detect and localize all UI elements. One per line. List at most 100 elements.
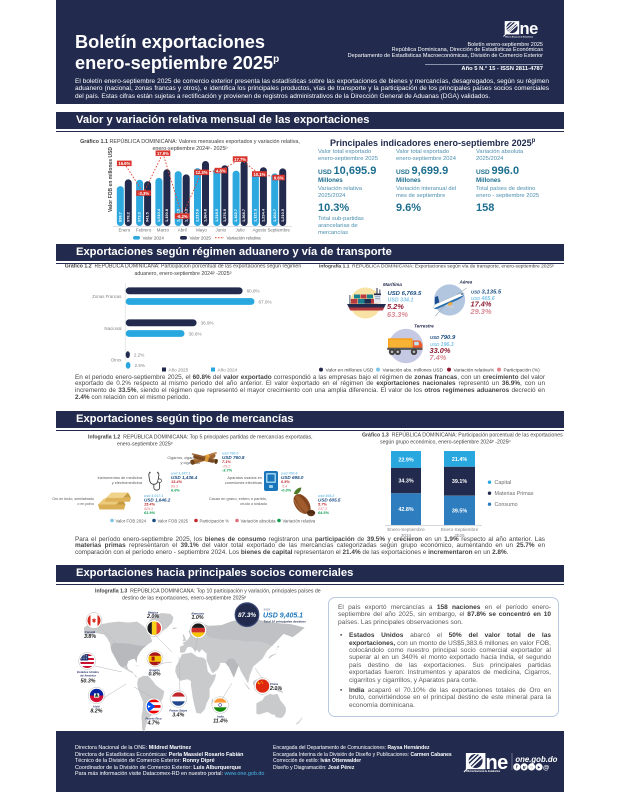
svg-text:1,104.7: 1,104.7 [272, 209, 277, 222]
svg-text:Abril: Abril [178, 228, 187, 233]
svg-text:Variación absoluta: Variación absoluta [241, 518, 277, 523]
svg-text:Total 10 principales destinos: Total 10 principales destinos [264, 619, 307, 623]
svg-text:Enero-Septiembre: Enero-Septiembre [387, 527, 425, 532]
svg-text:Estados Unidos: Estados Unidos [77, 670, 99, 674]
svg-text:usd 368.2: usd 368.2 [318, 494, 334, 498]
svg-text:𝒖: 𝒖 [523, 765, 526, 770]
svg-text:Capital: Capital [495, 480, 512, 486]
svg-text:según grupo económico, enero-s: según grupo económico, enero-septiembre … [380, 440, 511, 446]
svg-text:Canadá: Canadá [85, 630, 96, 634]
svg-text:Variación abs. millones USD: Variación abs. millones USD [383, 368, 444, 374]
svg-text:10.1%: 10.1% [253, 172, 265, 177]
svg-text:36.9%: 36.9% [201, 321, 214, 326]
svg-text:Julio: Julio [236, 228, 246, 233]
svg-text:39.1%: 39.1% [452, 479, 467, 485]
svg-text:50.3%: 50.3% [80, 678, 95, 684]
svg-text:63.3%: 63.3% [387, 310, 408, 319]
svg-text:Aérea: Aérea [459, 280, 473, 285]
svg-text:Puerto Rico: Puerto Rico [145, 717, 161, 721]
svg-text:Año 2024: Año 2024 [218, 367, 238, 372]
svg-text:2.1%: 2.1% [269, 686, 282, 692]
svg-text:USD 1,436.4: USD 1,436.4 [171, 475, 198, 480]
svg-text:60.8%: 60.8% [247, 289, 260, 294]
svg-text:one.gob.do: one.gob.do [515, 755, 557, 764]
svg-text:USD 605.5: USD 605.5 [318, 497, 341, 502]
svg-text:usd 1,017.1: usd 1,017.1 [144, 494, 163, 498]
svg-text:Infografía 1.2 REPÚBLICA DOMI: Infografía 1.2 REPÚBLICA DOMINICANA: Top… [88, 434, 313, 441]
svg-text:3.4%: 3.4% [172, 713, 184, 719]
svg-text:7.1%: 7.1% [222, 459, 231, 464]
svg-text:9.6%: 9.6% [274, 175, 284, 180]
svg-text:4.7%: 4.7% [146, 721, 159, 727]
svg-text:Otros: Otros [111, 358, 123, 363]
svg-text:y cigarrillos: y cigarrillos [181, 460, 201, 465]
svg-text:Enero: Enero [118, 228, 130, 233]
svg-text:Participación %: Participación % [200, 518, 230, 523]
svg-text:1,121.3: 1,121.3 [253, 208, 258, 222]
svg-text:Valor FOB 2024: Valor FOB 2024 [116, 518, 147, 523]
svg-text:Consumo: Consumo [495, 502, 518, 508]
svg-text:Valor FOB 2025: Valor FOB 2025 [158, 518, 189, 523]
svg-text:y electromedicina: y electromedicina [112, 480, 143, 485]
svg-text:USD 334.1: USD 334.1 [388, 298, 414, 304]
svg-text:2025: 2025 [454, 533, 465, 538]
svg-text:USD 196.3: USD 196.3 [430, 342, 454, 348]
svg-text:usd 1,347.1: usd 1,347.1 [171, 472, 190, 476]
svg-text:-3.3%: -3.3% [138, 191, 149, 196]
svg-text:Marítima: Marítima [383, 282, 402, 287]
svg-text:89.3: 89.3 [171, 484, 178, 488]
svg-text:China: China [270, 682, 278, 686]
svg-text:7.4%: 7.4% [430, 353, 447, 362]
svg-text:▸: ▸ [537, 765, 541, 770]
svg-text:17.4%: 17.4% [471, 300, 492, 309]
svg-text:Oro en bruto, semilabrado: Oro en bruto, semilabrado [52, 497, 94, 501]
svg-text:39.5%: 39.5% [452, 508, 467, 514]
svg-text:1,010.4: 1,010.4 [156, 208, 161, 222]
svg-text:Agosto: Agosto [253, 228, 267, 233]
svg-text:Enero-Septiembre: Enero-Septiembre [441, 527, 479, 532]
svg-text:237.3: 237.3 [317, 507, 327, 511]
svg-text:1,276.9: 1,276.9 [222, 208, 227, 222]
svg-text:Año 2025: Año 2025 [169, 367, 189, 372]
svg-text:Mayo: Mayo [196, 228, 207, 233]
svg-text:Septiembre: Septiembre [267, 228, 290, 233]
svg-text:2024: 2024 [401, 533, 412, 538]
svg-text:6.5%: 6.5% [281, 479, 290, 484]
svg-text:29.3%: 29.3% [470, 307, 492, 316]
svg-text:33.0%: 33.0% [430, 346, 451, 355]
svg-text:Zonas Francas: Zonas Francas [92, 294, 122, 299]
svg-text:-3.7%: -3.7% [222, 468, 233, 473]
svg-text:2.2%: 2.2% [134, 353, 144, 358]
svg-text:USD 760.8: USD 760.8 [222, 455, 245, 460]
svg-text:o en polvo: o en polvo [77, 502, 94, 506]
svg-text:16.6%: 16.6% [118, 161, 130, 166]
svg-text:crudo o tostado: crudo o tostado [240, 501, 267, 506]
svg-text:Febrero: Febrero [136, 228, 152, 233]
svg-text:11.4%: 11.4% [213, 719, 228, 725]
svg-text:usd 790.0: usd 790.0 [222, 452, 238, 456]
svg-text:enero-septiembre 2025ᵖ: enero-septiembre 2025ᵖ [117, 442, 173, 448]
svg-text:Países Bajos: Países Bajos [169, 709, 187, 713]
svg-text:5.2%: 5.2% [387, 302, 404, 311]
svg-text:87.3%: 87.3% [238, 612, 256, 619]
svg-text:Bélgica: Bélgica [148, 610, 159, 614]
svg-text:USD 695.0: USD 695.0 [281, 475, 304, 480]
svg-text:1,215.6: 1,215.6 [195, 208, 200, 222]
svg-text:Infografía 1.3 REPÚBLICA DOMI: Infografía 1.3 REPÚBLICA DOMINICANA: Top… [95, 588, 321, 595]
svg-text:12.3%: 12.3% [196, 170, 208, 175]
svg-text:Nacional: Nacional [104, 326, 121, 331]
svg-text:Variación relativa: Variación relativa [283, 518, 316, 523]
svg-text:Gráfico 1.3 REPÚBLICA DOMINIC: Gráfico 1.3 REPÚBLICA DOMINICANA: Partic… [362, 432, 563, 439]
svg-text:13.4%: 13.4% [171, 479, 183, 484]
svg-text:○: ○ [530, 765, 533, 770]
svg-text:Haití: Haití [93, 705, 100, 709]
svg-text:destino de las exportaciones,: destino de las exportaciones, enero-sept… [122, 596, 246, 602]
svg-text:21.4%: 21.4% [452, 457, 467, 463]
svg-text:6.6%: 6.6% [171, 488, 180, 493]
svg-text:1,162.7: 1,162.7 [233, 209, 238, 222]
svg-text:Aparatos usados en: Aparatos usados en [227, 475, 262, 480]
svg-text:1.0%: 1.0% [191, 615, 203, 621]
svg-text:Instrumentos de medicina: Instrumentos de medicina [97, 475, 142, 480]
svg-text:Alemania: Alemania [190, 611, 204, 615]
svg-text:2.0%: 2.0% [146, 614, 159, 620]
